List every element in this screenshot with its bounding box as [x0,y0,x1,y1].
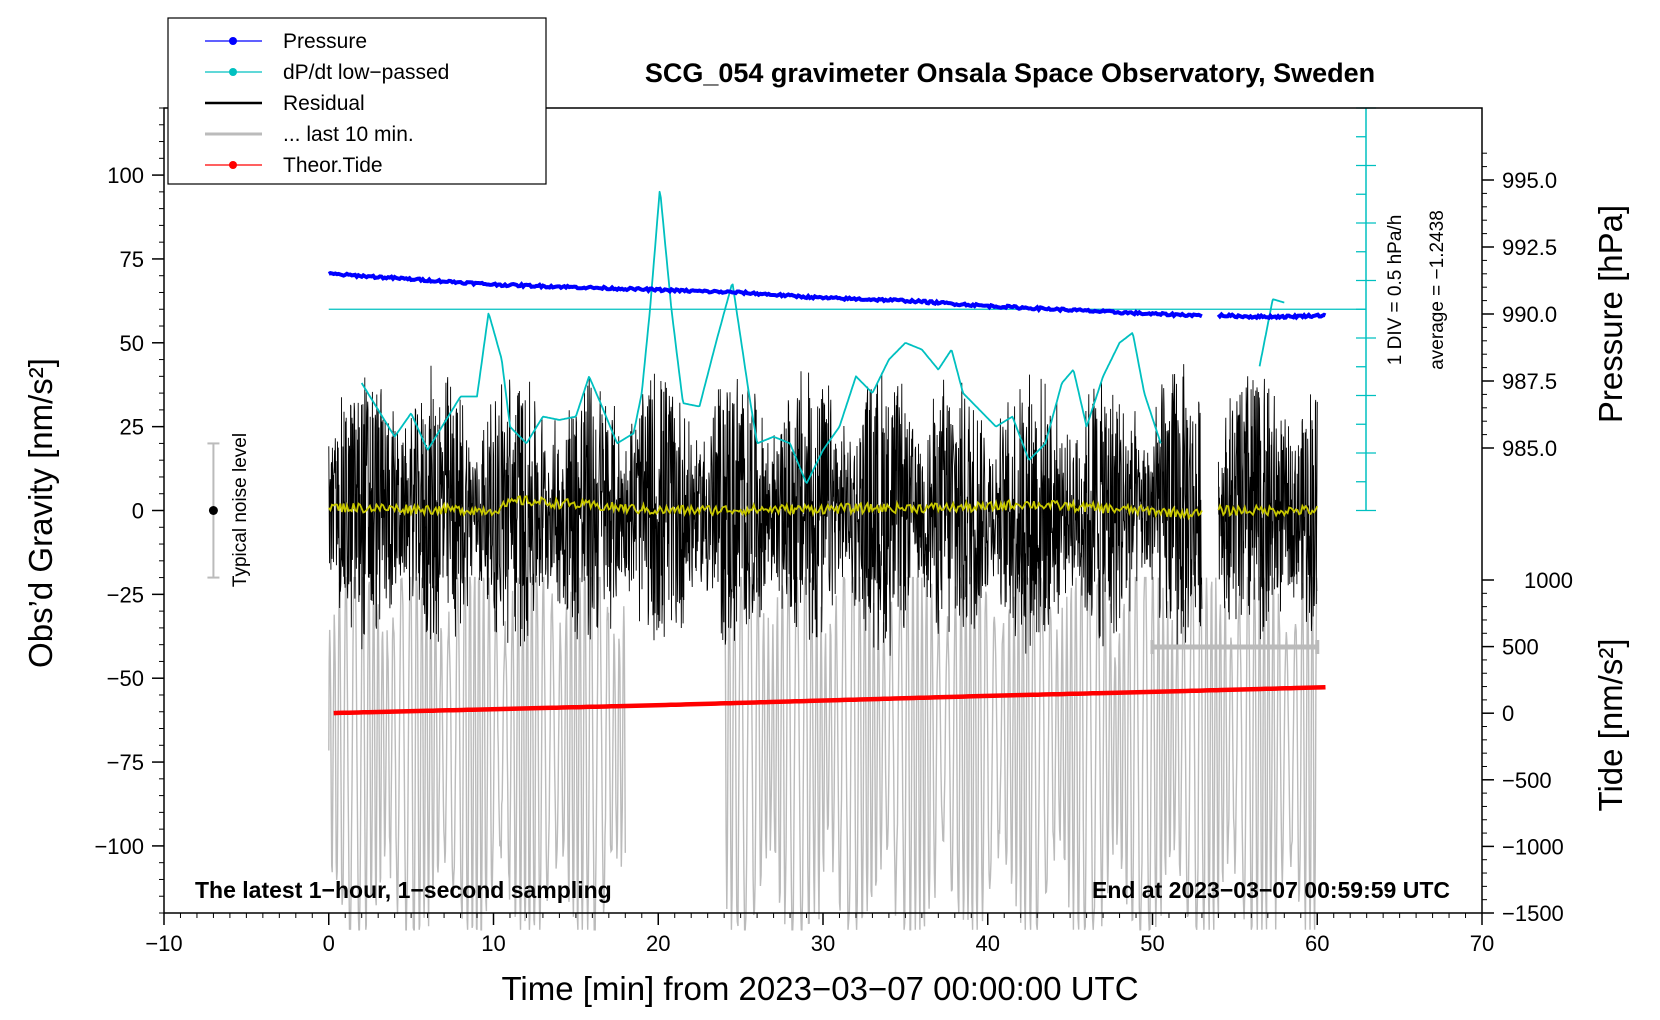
y-axis-pressure: 995.0 992.5 990.0 987.5 985.0 [1482,152,1557,461]
y-pressure-tick-label: 995.0 [1502,168,1557,193]
x-tick-label: 50 [1140,931,1164,956]
legend-box [167,17,547,185]
legend: Pressure dP/dt low−passed Residual ... last… [167,17,547,185]
legend-label: ... last 10 min. [283,123,414,146]
x-tick-label: 30 [811,931,835,956]
x-axis-title: Time [min] from 2023−03−07 00:00:00 UTC [501,970,1138,1007]
y-pressure-tick-label: 992.5 [1502,235,1557,260]
y-pressure-tick-label: 987.5 [1502,369,1557,394]
y-tide-tick-label: 1000 [1524,568,1573,593]
y-pressure-tick-label: 990.0 [1502,302,1557,327]
y-left-tick-label: −50 [107,666,144,691]
theoretical-tide-trace [333,684,1326,716]
dpdt-line-1 [360,190,1162,484]
dpdt-trace [328,190,1366,484]
y-tide-tick-label: 500 [1502,635,1539,660]
tide-line [333,684,1326,716]
x-tick-label: 40 [976,931,1000,956]
y-axis-pressure-title: Pressure [hPa] [1592,205,1629,423]
noise-level-label: Typical noise level [230,433,251,587]
noise-center-dot [208,506,218,515]
legend-label: Theor.Tide [283,154,383,177]
x-tick-label: 0 [323,931,335,956]
residual-trace [328,364,1318,656]
y-left-tick-label: 75 [120,247,144,272]
y-axis-tide-title: Tide [nm/s²] [1592,639,1629,812]
x-tick-label: 60 [1305,931,1329,956]
pressure-line-1 [327,271,1203,319]
y-tide-tick-label: −500 [1502,768,1552,793]
y-left-tick-label: −75 [107,750,144,775]
y-left-tick-label: 50 [120,331,144,356]
y-axis-left-title: Obs’d Gravity [nm/s²] [22,358,59,668]
legend-swatch-marker [229,37,237,45]
y-left-tick-label: 25 [120,415,144,440]
y-tide-tick-label: 0 [1502,701,1514,726]
x-tick-label: 70 [1470,931,1494,956]
residual-smoothed-line-2 [1217,503,1319,518]
dpdt-average-label: average = −1.2438 [1427,210,1448,370]
legend-swatch-marker [229,68,237,76]
pressure-line-2 [1216,311,1327,321]
legend-swatch-marker [229,161,237,169]
noise-level-indicator [207,442,220,579]
residual-line-2 [1217,376,1318,640]
x-axis: −10 0 10 20 30 40 50 60 70 [145,913,1494,956]
y-left-tick-label: −25 [107,582,144,607]
residual-line-1 [328,364,1203,656]
y-left-tick-label: −100 [94,834,144,859]
footer-right-label: End at 2023−03−07 00:59:59 UTC [1092,877,1450,903]
y-axis-tide: 1000 500 0 −500 −1000 −1500 [1482,568,1573,926]
x-tick-label: 10 [481,931,505,956]
y-left-tick-label: 0 [132,499,144,524]
legend-label: Pressure [283,30,367,53]
dpdt-line-2 [1258,298,1285,367]
residual-smoothed-trace [328,494,1319,521]
y-axis-left: 100 75 50 25 0 −25 −50 −75 −100 [94,107,164,914]
residual-smoothed-line-1 [328,494,1203,521]
last-10-min-range-bar [1150,640,1320,654]
y-left-tick-label: 100 [107,163,144,188]
x-tick-label: −10 [145,931,182,956]
y-pressure-tick-label: 985.0 [1502,436,1557,461]
legend-label: dP/dt low−passed [283,61,449,84]
dpdt-scale-bar [1356,107,1376,512]
footer-left-label: The latest 1−hour, 1−second sampling [195,877,612,903]
y-tide-tick-label: −1000 [1502,834,1564,859]
chart-title: SCG_054 gravimeter Onsala Space Observat… [645,58,1375,88]
y-tide-tick-label: −1500 [1502,901,1564,926]
dpdt-scale-label: 1 DIV = 0.5 hPa/h [1385,215,1406,366]
x-tick-label: 20 [646,931,670,956]
pressure-trace [327,271,1327,321]
legend-label: Residual [283,92,365,115]
